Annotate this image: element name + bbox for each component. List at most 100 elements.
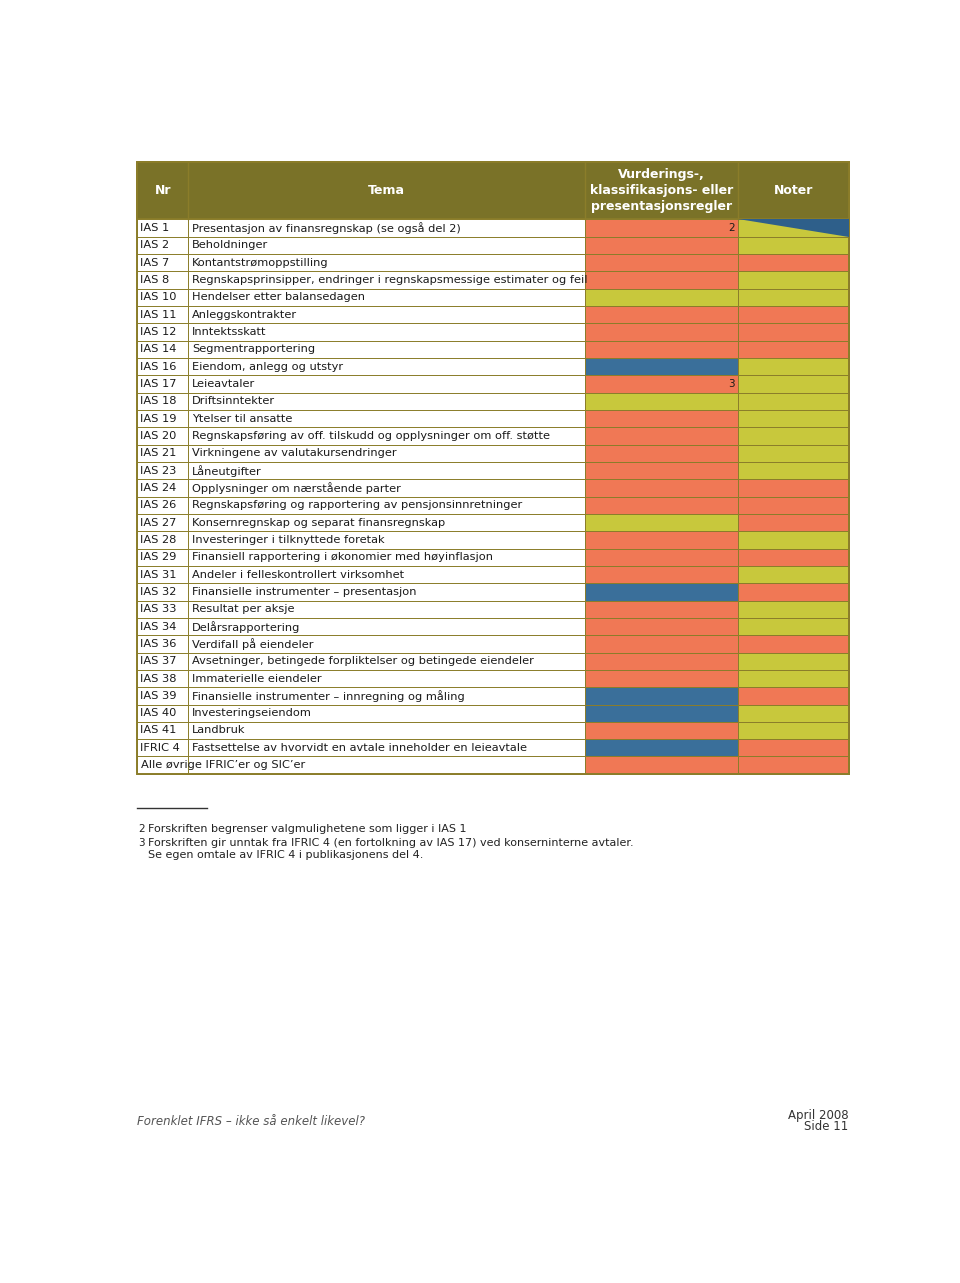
Text: IAS 28: IAS 28: [140, 535, 177, 545]
Bar: [188, 445, 586, 462]
Bar: [738, 219, 849, 237]
Bar: [586, 323, 738, 341]
Bar: [586, 307, 738, 323]
Bar: [137, 670, 188, 688]
Bar: [137, 549, 188, 566]
Bar: [137, 162, 849, 219]
Text: IAS 27: IAS 27: [140, 517, 177, 527]
Polygon shape: [738, 219, 849, 237]
Bar: [586, 600, 738, 618]
Bar: [586, 739, 738, 757]
Bar: [137, 289, 188, 307]
Bar: [738, 411, 849, 427]
Bar: [586, 688, 738, 704]
Text: IAS 2: IAS 2: [140, 240, 169, 250]
Bar: [188, 497, 586, 514]
Bar: [586, 722, 738, 739]
Text: IAS 41: IAS 41: [140, 725, 177, 735]
Bar: [586, 393, 738, 411]
Bar: [738, 497, 849, 514]
Text: Se egen omtale av IFRIC 4 i publikasjonens del 4.: Se egen omtale av IFRIC 4 i publikasjone…: [148, 851, 423, 860]
Bar: [188, 514, 586, 531]
Bar: [137, 584, 188, 600]
Bar: [738, 341, 849, 358]
Text: IAS 34: IAS 34: [140, 621, 177, 631]
Text: Vurderings-,
klassifikasjons- eller
presentasjonsregler: Vurderings-, klassifikasjons- eller pres…: [590, 168, 733, 213]
Bar: [738, 670, 849, 688]
Text: Beholdninger: Beholdninger: [192, 240, 269, 250]
Bar: [738, 584, 849, 600]
Bar: [188, 237, 586, 254]
Bar: [738, 289, 849, 307]
Text: Virkningene av valutakursendringer: Virkningene av valutakursendringer: [192, 448, 396, 458]
Bar: [137, 219, 188, 237]
Bar: [188, 757, 586, 774]
Bar: [137, 757, 188, 774]
Bar: [586, 480, 738, 497]
Bar: [586, 670, 738, 688]
Bar: [137, 531, 188, 549]
Bar: [137, 722, 188, 739]
Text: Alle øvrige IFRIC’er og SIC’er: Alle øvrige IFRIC’er og SIC’er: [141, 760, 305, 770]
Bar: [188, 272, 586, 289]
Bar: [188, 393, 586, 411]
Bar: [738, 237, 849, 254]
Bar: [738, 757, 849, 774]
Bar: [137, 162, 849, 774]
Text: Regnskapsføring av off. tilskudd og opplysninger om off. støtte: Regnskapsføring av off. tilskudd og oppl…: [192, 431, 550, 441]
Text: IAS 38: IAS 38: [140, 674, 177, 684]
Text: Låneutgifter: Låneutgifter: [192, 464, 262, 476]
Bar: [586, 411, 738, 427]
Bar: [586, 272, 738, 289]
Bar: [188, 739, 586, 757]
Text: Segmentrapportering: Segmentrapportering: [192, 344, 315, 354]
Bar: [137, 688, 188, 704]
Text: IAS 1: IAS 1: [140, 223, 169, 234]
Text: IAS 10: IAS 10: [140, 293, 177, 303]
Text: IAS 23: IAS 23: [140, 466, 177, 476]
Bar: [738, 722, 849, 739]
Text: IAS 37: IAS 37: [140, 656, 177, 666]
Bar: [188, 722, 586, 739]
Bar: [586, 618, 738, 635]
Bar: [738, 653, 849, 670]
Text: Finansiell rapportering i økonomier med høyinflasjon: Finansiell rapportering i økonomier med …: [192, 552, 493, 562]
Bar: [738, 566, 849, 584]
Bar: [738, 323, 849, 341]
Text: IAS 12: IAS 12: [140, 327, 177, 337]
Text: IAS 20: IAS 20: [140, 431, 177, 441]
Bar: [137, 411, 188, 427]
Text: Andeler i felleskontrollert virksomhet: Andeler i felleskontrollert virksomhet: [192, 570, 404, 580]
Text: 3: 3: [729, 378, 735, 389]
Bar: [137, 393, 188, 411]
Bar: [738, 254, 849, 272]
Bar: [586, 531, 738, 549]
Text: IAS 29: IAS 29: [140, 552, 177, 562]
Bar: [137, 358, 188, 376]
Bar: [188, 323, 586, 341]
Bar: [188, 670, 586, 688]
Bar: [188, 427, 586, 445]
Bar: [137, 445, 188, 462]
Bar: [137, 376, 188, 393]
Text: IAS 31: IAS 31: [140, 570, 177, 580]
Bar: [188, 618, 586, 635]
Bar: [137, 618, 188, 635]
Bar: [188, 549, 586, 566]
Bar: [137, 600, 188, 618]
Text: Tema: Tema: [369, 183, 405, 198]
Text: Immaterielle eiendeler: Immaterielle eiendeler: [192, 674, 322, 684]
Bar: [188, 289, 586, 307]
Bar: [586, 566, 738, 584]
Bar: [586, 427, 738, 445]
Text: Regnskapsprinsipper, endringer i regnskapsmessige estimater og feil: Regnskapsprinsipper, endringer i regnska…: [192, 275, 588, 285]
Bar: [188, 566, 586, 584]
Bar: [738, 739, 849, 757]
Bar: [586, 653, 738, 670]
Text: Landbruk: Landbruk: [192, 725, 246, 735]
Text: Inntektsskatt: Inntektsskatt: [192, 327, 267, 337]
Text: IAS 17: IAS 17: [140, 378, 177, 389]
Text: Kontantstrømoppstilling: Kontantstrømoppstilling: [192, 258, 328, 268]
Bar: [738, 549, 849, 566]
Bar: [137, 739, 188, 757]
